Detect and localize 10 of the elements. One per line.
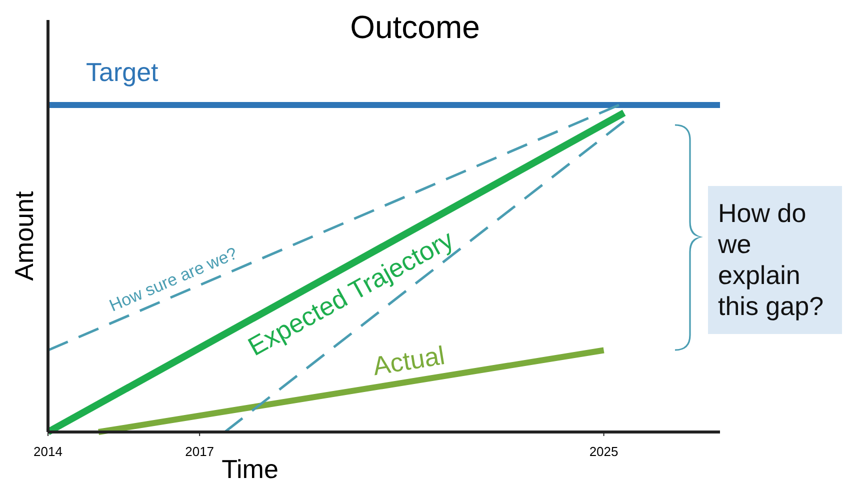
x-tick-label: 2025 xyxy=(589,444,618,459)
ref-line-label: Target xyxy=(86,57,160,87)
text: Actual xyxy=(370,340,447,382)
x-tick-label: 2017 xyxy=(185,444,214,459)
annotation: How do we explain this gap? xyxy=(717,198,824,321)
y-axis-title: Amount xyxy=(9,190,39,281)
chart-title: Outcome xyxy=(350,9,480,45)
x-tick-label: 2014 xyxy=(34,444,62,459)
text: How sure are we? xyxy=(106,244,240,316)
x-axis-title: Time xyxy=(222,454,278,484)
